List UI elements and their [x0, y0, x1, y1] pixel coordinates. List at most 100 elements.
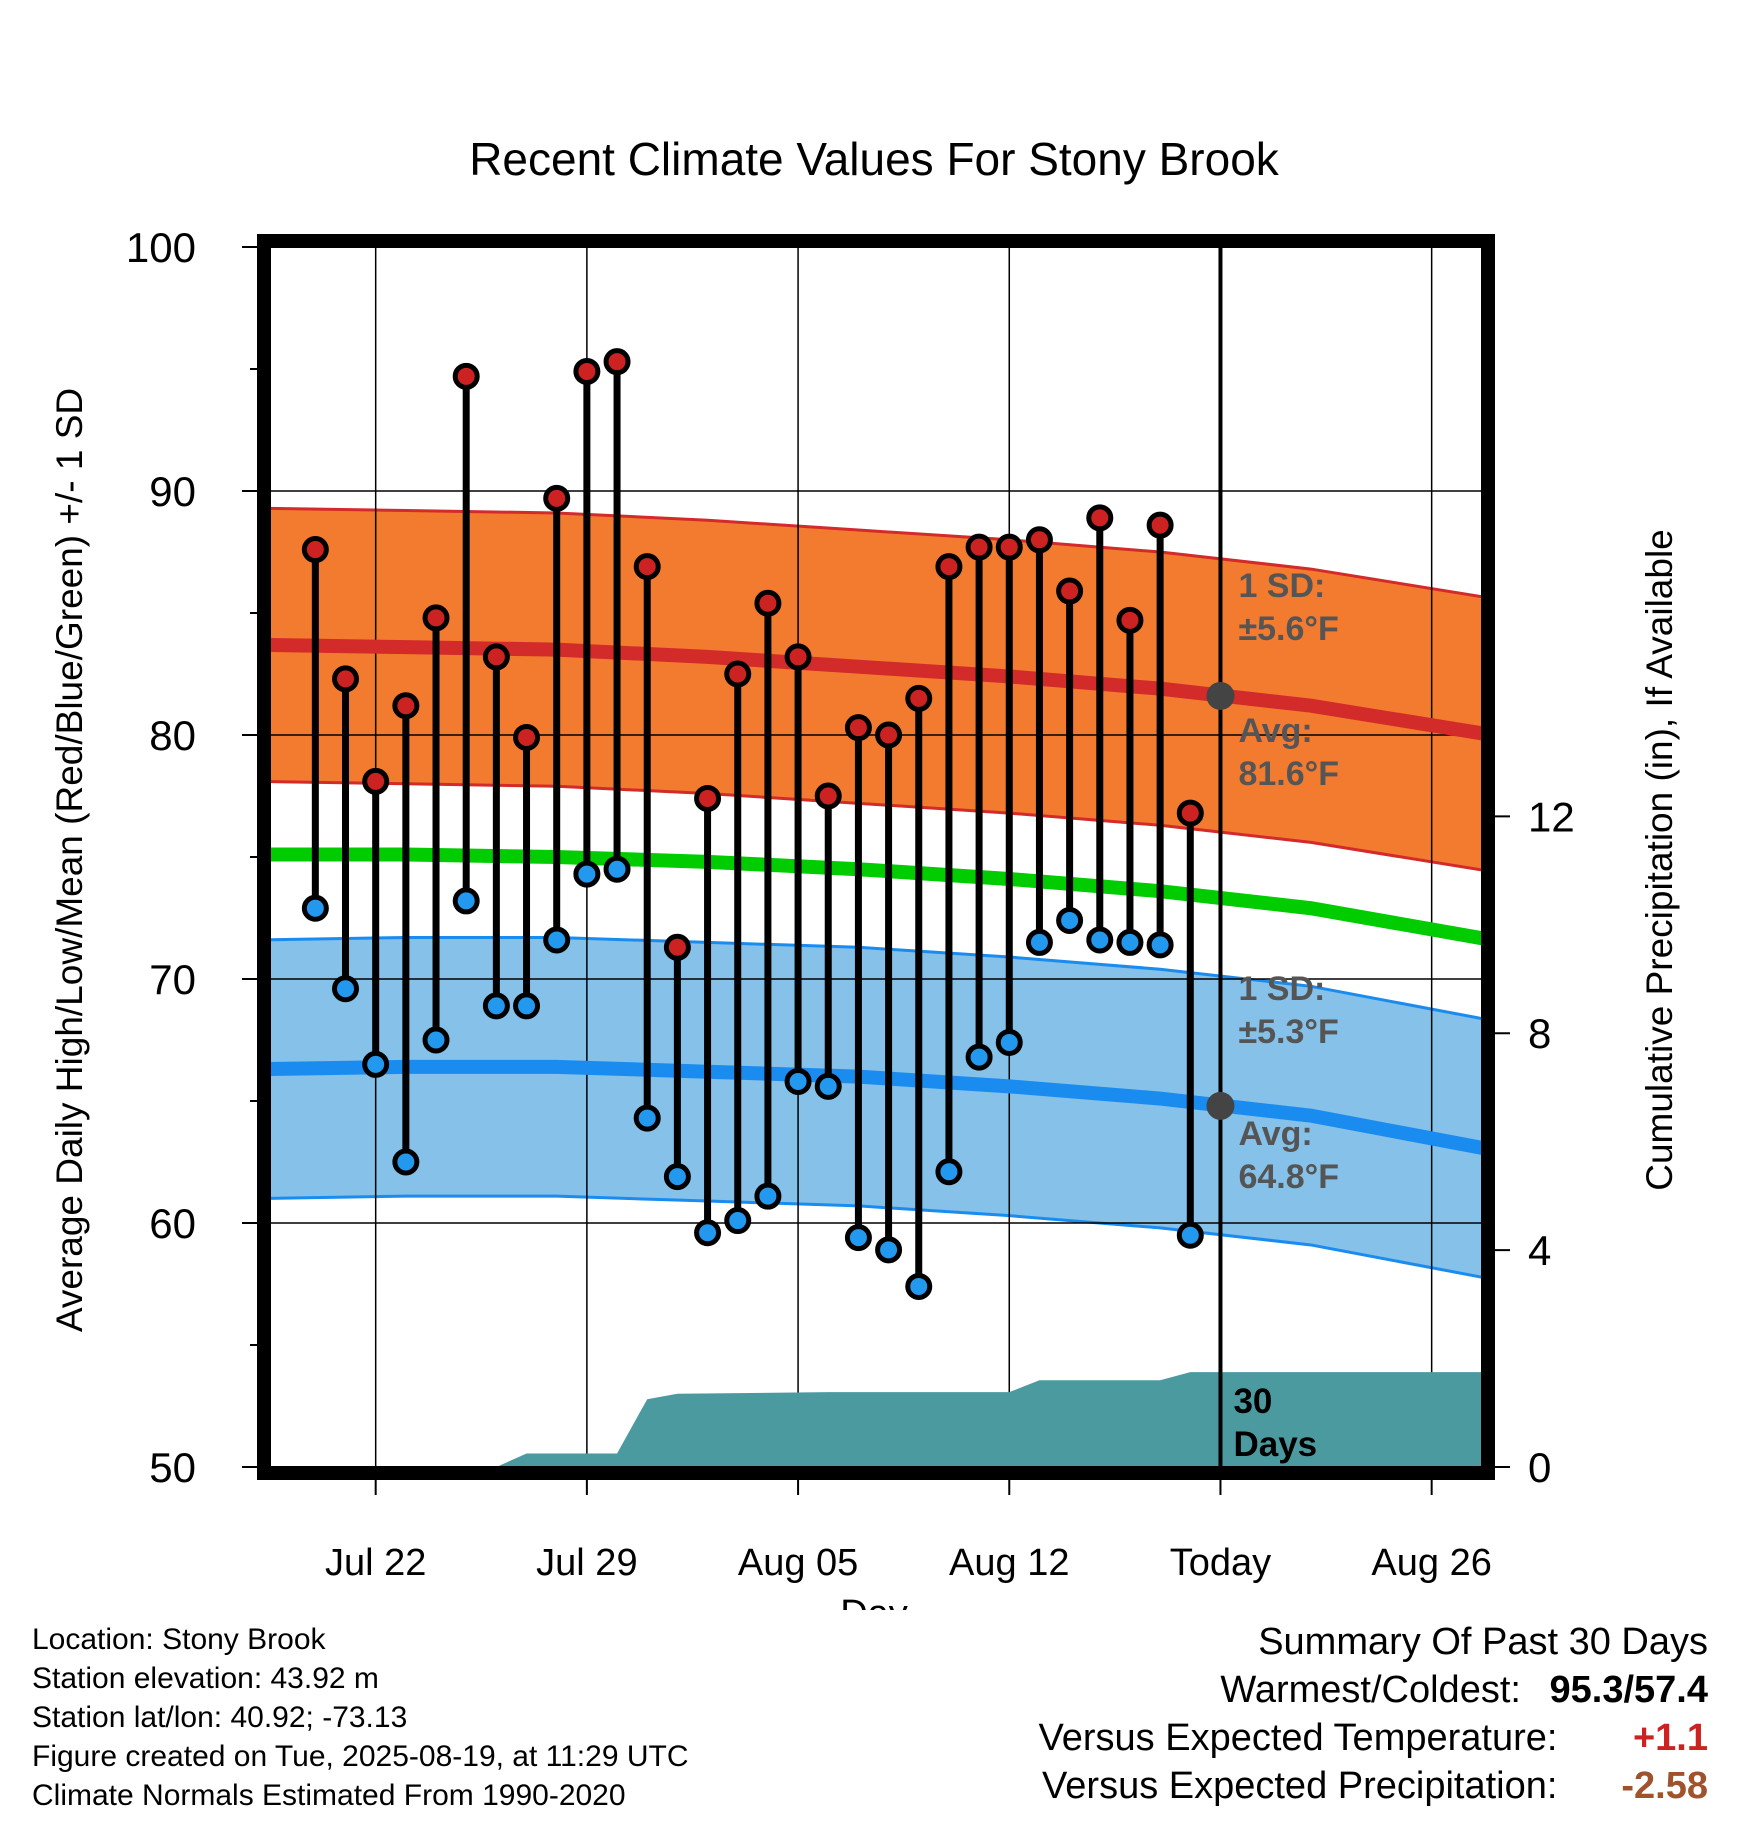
high-point — [332, 665, 360, 693]
low-point — [573, 860, 601, 888]
low-point — [875, 1236, 903, 1264]
high-point — [694, 784, 722, 812]
low-point — [1086, 926, 1114, 954]
plot-inner — [270, 247, 1482, 1467]
high-avg-value: 81.6°F — [1238, 755, 1339, 793]
y2-tick-label: 4 — [1528, 1227, 1551, 1274]
y2-tick-label: 0 — [1528, 1444, 1551, 1491]
low-sd-label: 1 SD: — [1238, 970, 1325, 1008]
high-point — [875, 721, 903, 749]
high-point — [844, 714, 872, 742]
high-point — [1116, 606, 1144, 634]
y-axis-ticks — [242, 246, 264, 1468]
high-point — [422, 604, 450, 632]
low-point — [663, 1163, 691, 1191]
y2-axis-label: Cumulative Precipitation (in), If Availa… — [1639, 529, 1680, 1191]
summary-panel: Summary Of Past 30 Days Warmest/Coldest:… — [1039, 1618, 1708, 1810]
warmest-value: 95.3/57.4 — [1549, 1669, 1708, 1711]
low-point — [362, 1050, 390, 1078]
high-sd-band — [270, 508, 1482, 871]
low-avg-value: 64.8°F — [1238, 1158, 1339, 1196]
climate-chart: Recent Climate Values For Stony Brook 1 … — [49, 133, 1680, 1610]
low-point — [754, 1182, 782, 1210]
today-high-avg-marker — [1206, 681, 1235, 710]
high-point — [543, 484, 571, 512]
low-point — [814, 1072, 842, 1100]
low-point — [1176, 1221, 1204, 1249]
high-point — [995, 533, 1023, 561]
high-point — [814, 782, 842, 810]
high-sd-label: 1 SD: — [1238, 567, 1325, 605]
low-point — [694, 1219, 722, 1247]
low-point — [1146, 931, 1174, 959]
x-tick-label: Aug 05 — [738, 1542, 858, 1584]
y2-tick-label: 12 — [1528, 793, 1575, 840]
station-info: Location: Stony Brook Station elevation:… — [32, 1620, 689, 1815]
low-point — [513, 992, 541, 1020]
low-point — [844, 1224, 872, 1252]
summary-precip-row: Versus Expected Precipitation: -2.58 — [1039, 1762, 1708, 1810]
x-axis-ticks — [374, 1473, 1433, 1495]
high-point — [1086, 504, 1114, 532]
high-point — [633, 553, 661, 581]
days-label-2: Days — [1233, 1425, 1317, 1464]
high-point — [724, 660, 752, 688]
high-point — [905, 684, 933, 712]
y-axis-label: Average Daily High/Low/Mean (Red/Blue/Gr… — [49, 388, 90, 1332]
low-point — [995, 1028, 1023, 1056]
normal-mean-line — [270, 847, 1482, 946]
low-point — [422, 1026, 450, 1054]
low-point — [1025, 928, 1053, 956]
latlon-text: Station lat/lon: 40.92; -73.13 — [32, 1701, 408, 1734]
summary-temp-row: Versus Expected Temperature: +1.1 — [1039, 1714, 1708, 1762]
chart-title: Recent Climate Values For Stony Brook — [469, 133, 1280, 185]
high-point — [301, 536, 329, 564]
warmest-label: Warmest/Coldest: — [1220, 1669, 1521, 1711]
x-tick-label: Aug 12 — [949, 1542, 1069, 1584]
high-point — [603, 348, 631, 376]
x-axis-label: Day — [840, 1593, 908, 1610]
high-point — [452, 362, 480, 390]
high-sd-upper-line — [270, 506, 1482, 599]
low-point — [905, 1272, 933, 1300]
y-tick-label: 80 — [149, 712, 196, 759]
y-tick-label: 70 — [149, 956, 196, 1003]
summary-title: Summary Of Past 30 Days — [1258, 1621, 1708, 1663]
today-low-avg-marker — [1206, 1091, 1235, 1120]
low-point — [633, 1104, 661, 1132]
high-point — [1056, 577, 1084, 605]
low-point — [965, 1043, 993, 1071]
precipitation-area — [270, 1372, 1482, 1467]
precip-label: Versus Expected Precipitation: — [1042, 1765, 1558, 1807]
normal-high-line — [270, 637, 1482, 741]
high-point — [784, 643, 812, 671]
high-sd-value: ±5.6°F — [1238, 610, 1338, 648]
low-avg-label: Avg: — [1238, 1115, 1312, 1153]
high-point — [392, 692, 420, 720]
y-tick-label: 60 — [149, 1200, 196, 1247]
y2-axis-ticks — [1488, 815, 1510, 1468]
high-point — [663, 933, 691, 961]
high-point — [754, 589, 782, 617]
y2-tick-label: 8 — [1528, 1010, 1551, 1057]
y-tick-label: 100 — [126, 224, 196, 271]
x-tick-label: Today — [1170, 1542, 1271, 1584]
low-sd-value: ±5.3°F — [1238, 1013, 1338, 1051]
low-point — [332, 975, 360, 1003]
low-point — [543, 926, 571, 954]
high-point — [1025, 526, 1053, 554]
x-tick-label: Aug 26 — [1371, 1542, 1491, 1584]
high-point — [482, 643, 510, 671]
high-avg-label: Avg: — [1238, 712, 1312, 750]
low-point — [1116, 928, 1144, 956]
high-point — [362, 767, 390, 795]
high-point — [935, 553, 963, 581]
temp-label: Versus Expected Temperature: — [1038, 1717, 1558, 1759]
x-tick-label: Jul 22 — [325, 1542, 426, 1584]
high-point — [1176, 799, 1204, 827]
y-tick-label: 50 — [149, 1444, 196, 1491]
normals-text: Climate Normals Estimated From 1990-2020 — [32, 1779, 626, 1812]
high-point — [965, 533, 993, 561]
high-point — [573, 357, 601, 385]
low-point — [724, 1207, 752, 1235]
